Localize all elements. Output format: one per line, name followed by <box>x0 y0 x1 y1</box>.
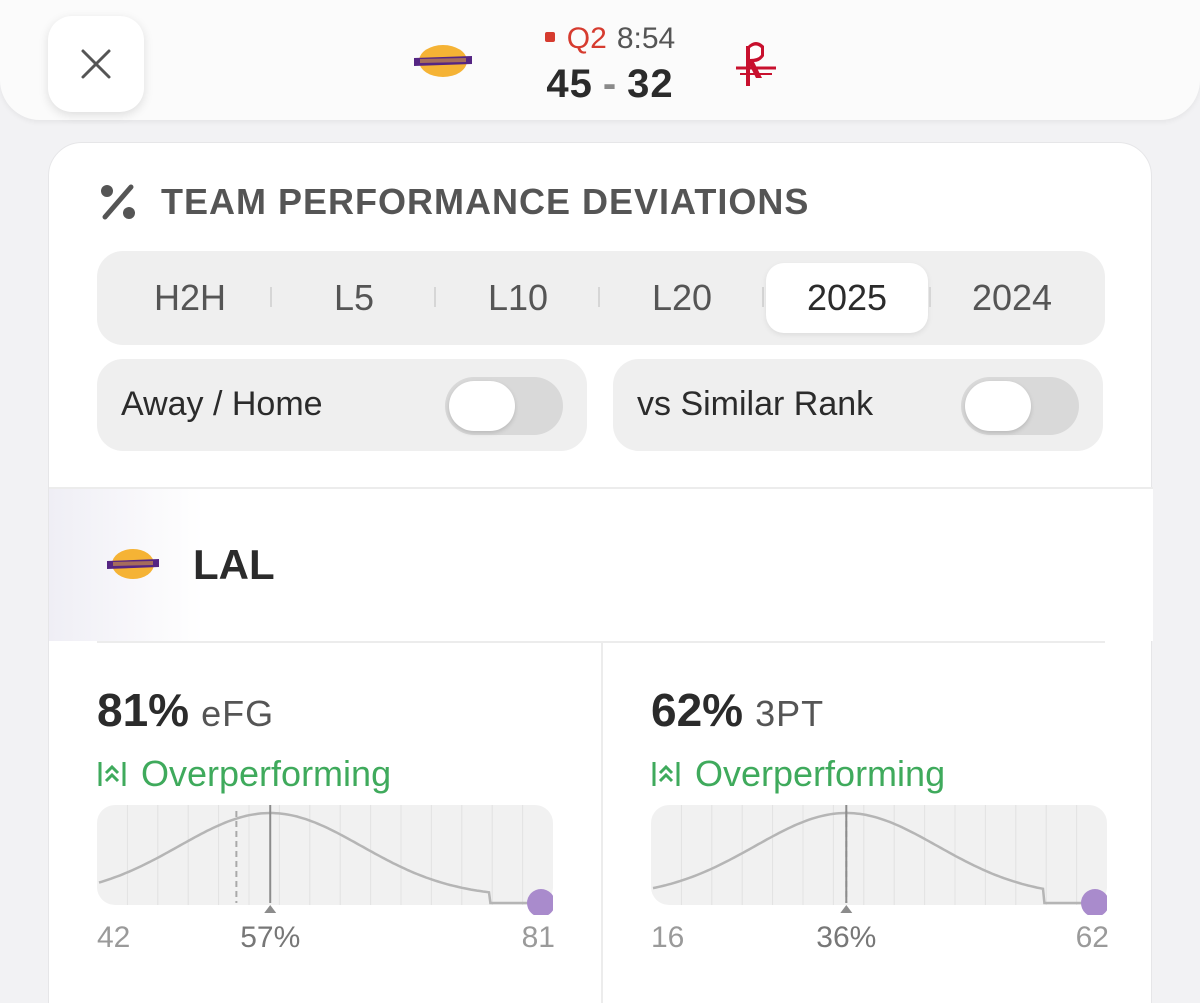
segment-separator <box>598 287 600 307</box>
stat-3pt[interactable]: 62% 3PT Overperforming 16 36% 62 <box>651 643 1111 1003</box>
score: 45-32 <box>510 62 710 107</box>
axis-average-label: 57% <box>240 921 301 954</box>
distribution-curve <box>652 811 1095 905</box>
close-icon <box>81 49 111 79</box>
away-home-toggle-row[interactable]: Away / Home <box>97 359 587 451</box>
team-abbreviation: LAL <box>193 541 275 588</box>
away-home-switch[interactable] <box>445 377 563 435</box>
game-header: Q2 8:54 45-32 <box>0 0 1200 120</box>
stat-header: 81% eFG <box>97 683 274 737</box>
average-marker-icon <box>840 905 853 913</box>
current-value-marker <box>527 889 553 915</box>
rockets-logo <box>736 42 776 86</box>
segment-l5[interactable]: L5 <box>333 277 375 318</box>
section-header: TEAM PERFORMANCE DEVIATIONS <box>99 181 809 223</box>
segment-separator <box>762 287 764 307</box>
stat-value: 62% <box>651 684 744 736</box>
axis-max-label: 62 <box>1075 921 1109 954</box>
trend-label: Overperforming <box>695 753 946 794</box>
away-score: 45 <box>546 62 593 106</box>
distribution-chart <box>97 805 553 915</box>
overperforming-icon <box>98 762 126 786</box>
similar-rank-toggle-row[interactable]: vs Similar Rank <box>613 359 1103 451</box>
average-marker-icon <box>264 905 277 913</box>
distribution-chart <box>651 805 1107 915</box>
chart-background <box>651 805 1107 905</box>
close-button[interactable] <box>48 16 144 112</box>
away-home-label: Away / Home <box>121 385 323 423</box>
percent-icon <box>101 184 135 220</box>
stat-efg[interactable]: 81% eFG Overperforming 42 57% 81 <box>97 643 557 1003</box>
quarter-label: Q2 <box>566 22 607 55</box>
switch-knob <box>449 381 515 431</box>
team-performance-card: TEAM PERFORMANCE DEVIATIONS H2H L5 L10 L… <box>48 142 1153 1003</box>
stat-name: 3PT <box>755 693 825 734</box>
period-segmented-control: H2H L5 L10 L20 2025 2024 <box>97 251 1105 345</box>
scoreboard[interactable]: Q2 8:54 45-32 <box>410 20 790 110</box>
divider <box>97 641 1105 643</box>
switch-knob <box>965 381 1031 431</box>
segment-2024[interactable]: 2024 <box>971 277 1053 318</box>
axis-min-label: 42 <box>97 921 131 954</box>
overperforming-icon <box>652 762 680 786</box>
divider <box>49 487 1153 489</box>
time-remaining: 8:54 <box>616 22 676 55</box>
team-row: LAL <box>49 489 1153 641</box>
distribution-curve <box>98 811 541 905</box>
score-separator: - <box>602 62 618 106</box>
segment-separator <box>270 287 272 307</box>
section-title: TEAM PERFORMANCE DEVIATIONS <box>161 181 810 222</box>
axis-max-label: 81 <box>521 921 555 954</box>
segment-l10[interactable]: L10 <box>487 277 549 318</box>
segment-separator <box>929 287 931 307</box>
segment-h2h[interactable]: H2H <box>153 277 227 318</box>
lakers-logo <box>107 549 159 579</box>
trend-badge: Overperforming <box>97 753 391 795</box>
home-score: 32 <box>627 62 674 106</box>
stat-name: eFG <box>201 693 275 734</box>
segment-l20[interactable]: L20 <box>651 277 713 318</box>
similar-rank-switch[interactable] <box>961 377 1079 435</box>
segment-2025[interactable]: 2025 <box>766 263 928 333</box>
trend-label: Overperforming <box>141 753 392 794</box>
axis-average-label: 36% <box>816 921 877 954</box>
column-divider <box>601 643 603 1003</box>
live-indicator-icon <box>544 32 555 43</box>
trend-badge: Overperforming <box>651 753 945 795</box>
stat-value: 81% <box>97 684 190 736</box>
stat-header: 62% 3PT <box>651 683 824 737</box>
current-value-marker <box>1081 889 1107 915</box>
axis-min-label: 16 <box>651 921 685 954</box>
game-clock: Q2 8:54 <box>520 22 700 56</box>
similar-rank-label: vs Similar Rank <box>637 385 874 423</box>
segment-separator <box>434 287 436 307</box>
lakers-logo <box>414 45 472 77</box>
